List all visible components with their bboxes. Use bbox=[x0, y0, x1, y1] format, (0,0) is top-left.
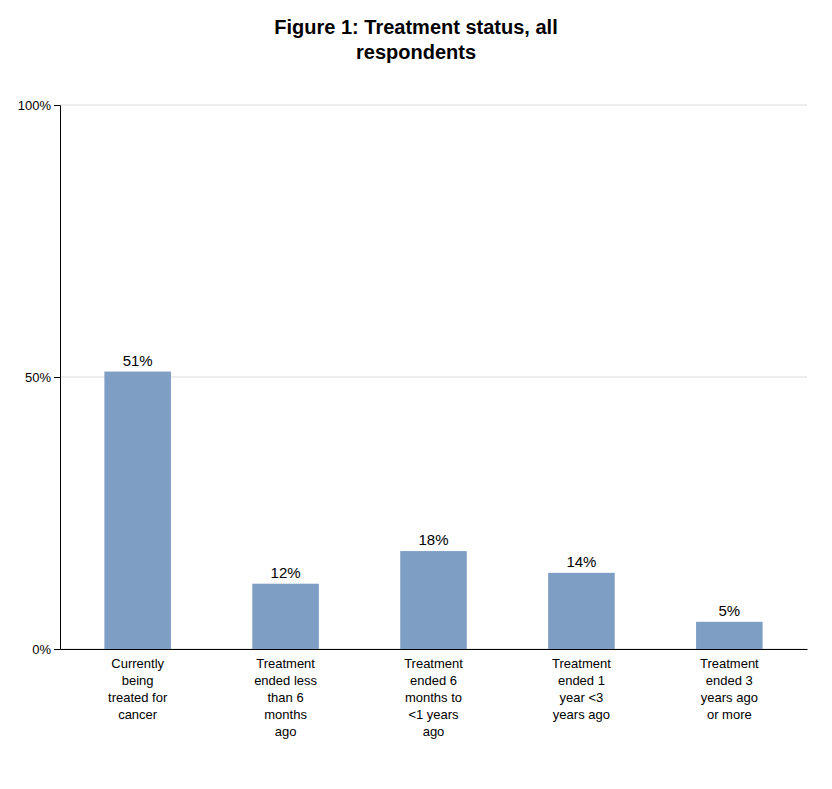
data-label: 5% bbox=[718, 602, 740, 619]
title: Figure 1: Treatment status, all responden… bbox=[274, 16, 557, 63]
plot: 51% 12% 18% 14% 5% 0% 50% 100% Currently being tre… bbox=[18, 98, 808, 739]
x-tick-label-line: Treatment bbox=[552, 656, 611, 671]
x-tick-label-line: ended 6 bbox=[410, 673, 457, 688]
bar bbox=[696, 622, 763, 649]
title-line: respondents bbox=[356, 41, 476, 63]
grid-line bbox=[60, 105, 807, 106]
x-tick-label-line: months bbox=[264, 707, 307, 722]
x-tick: Treatment ended 6 months to <1 years ago bbox=[404, 656, 463, 739]
data-label: 18% bbox=[418, 531, 448, 548]
x-tick-label-line: years ago bbox=[553, 707, 610, 722]
data-label: 51% bbox=[123, 352, 153, 369]
x-tick-label: Treatment ended less than 6 months ago bbox=[254, 656, 317, 739]
x-tick-label-line: <1 years bbox=[408, 707, 459, 722]
x-tick-label-line: Currently bbox=[111, 656, 164, 671]
x-tick-label-line: Treatment bbox=[700, 656, 759, 671]
x-tick: Treatment ended 1 year <3 years ago bbox=[552, 656, 611, 722]
data-labels: 51% 12% 18% 14% 5% bbox=[123, 352, 741, 619]
bar bbox=[104, 372, 171, 649]
grid-line bbox=[60, 377, 807, 378]
x-tick-label: Currently being treated for cancer bbox=[108, 656, 168, 722]
x-tick-label-line: year <3 bbox=[560, 690, 604, 705]
x-tick: Currently being treated for cancer bbox=[108, 656, 168, 722]
x-tick-label-line: ended 1 bbox=[558, 673, 605, 688]
x-tick-label: Treatment ended 6 months to <1 years ago bbox=[404, 656, 463, 739]
chart: Figure 1: Treatment status, all responden… bbox=[0, 0, 832, 789]
y-tick-mark bbox=[54, 105, 60, 106]
y-tick: 50% bbox=[25, 370, 60, 385]
x-tick-label-line: months to bbox=[405, 690, 462, 705]
x-tick-label-line: or more bbox=[707, 707, 752, 722]
x-tick: Treatment ended less than 6 months ago bbox=[254, 656, 317, 739]
bars bbox=[104, 372, 762, 649]
x-tick-label-line: being bbox=[122, 673, 154, 688]
x-tick-label-line: Treatment bbox=[256, 656, 315, 671]
x-tick-label-line: ended less bbox=[254, 673, 317, 688]
x-tick-label-line: ago bbox=[275, 724, 297, 739]
x-tick-label-line: than 6 bbox=[268, 690, 304, 705]
y-tick-mark bbox=[54, 649, 60, 650]
x-axis: Currently being treated for cancer Treatment… bbox=[61, 650, 808, 739]
x-tick-label: Treatment ended 3 years ago or more bbox=[700, 656, 759, 722]
y-axis: 0% 50% 100% bbox=[18, 98, 61, 657]
bar bbox=[548, 573, 615, 649]
y-tick-label: 0% bbox=[32, 642, 51, 657]
y-axis-line bbox=[54, 106, 61, 650]
y-tick: 0% bbox=[32, 642, 60, 657]
x-tick-label-line: ended 3 bbox=[706, 673, 753, 688]
y-tick: 100% bbox=[18, 98, 60, 113]
x-tick-label: Treatment ended 1 year <3 years ago bbox=[552, 656, 611, 722]
x-axis-line bbox=[61, 649, 808, 650]
y-tick-label: 100% bbox=[18, 98, 52, 113]
x-tick: Treatment ended 3 years ago or more bbox=[700, 656, 759, 722]
grid bbox=[60, 105, 807, 649]
y-tick-mark bbox=[54, 377, 60, 378]
x-tick-label-line: Treatment bbox=[404, 656, 463, 671]
data-label: 12% bbox=[271, 564, 301, 581]
x-tick-label-line: cancer bbox=[118, 707, 158, 722]
y-tick-label: 50% bbox=[25, 370, 51, 385]
x-tick-label-line: treated for bbox=[108, 690, 168, 705]
data-label: 14% bbox=[566, 553, 596, 570]
title-line: Figure 1: Treatment status, all bbox=[274, 16, 557, 38]
bar bbox=[252, 584, 319, 649]
x-tick-label-line: ago bbox=[423, 724, 445, 739]
x-tick-label-line: years ago bbox=[701, 690, 758, 705]
bar bbox=[400, 551, 467, 649]
